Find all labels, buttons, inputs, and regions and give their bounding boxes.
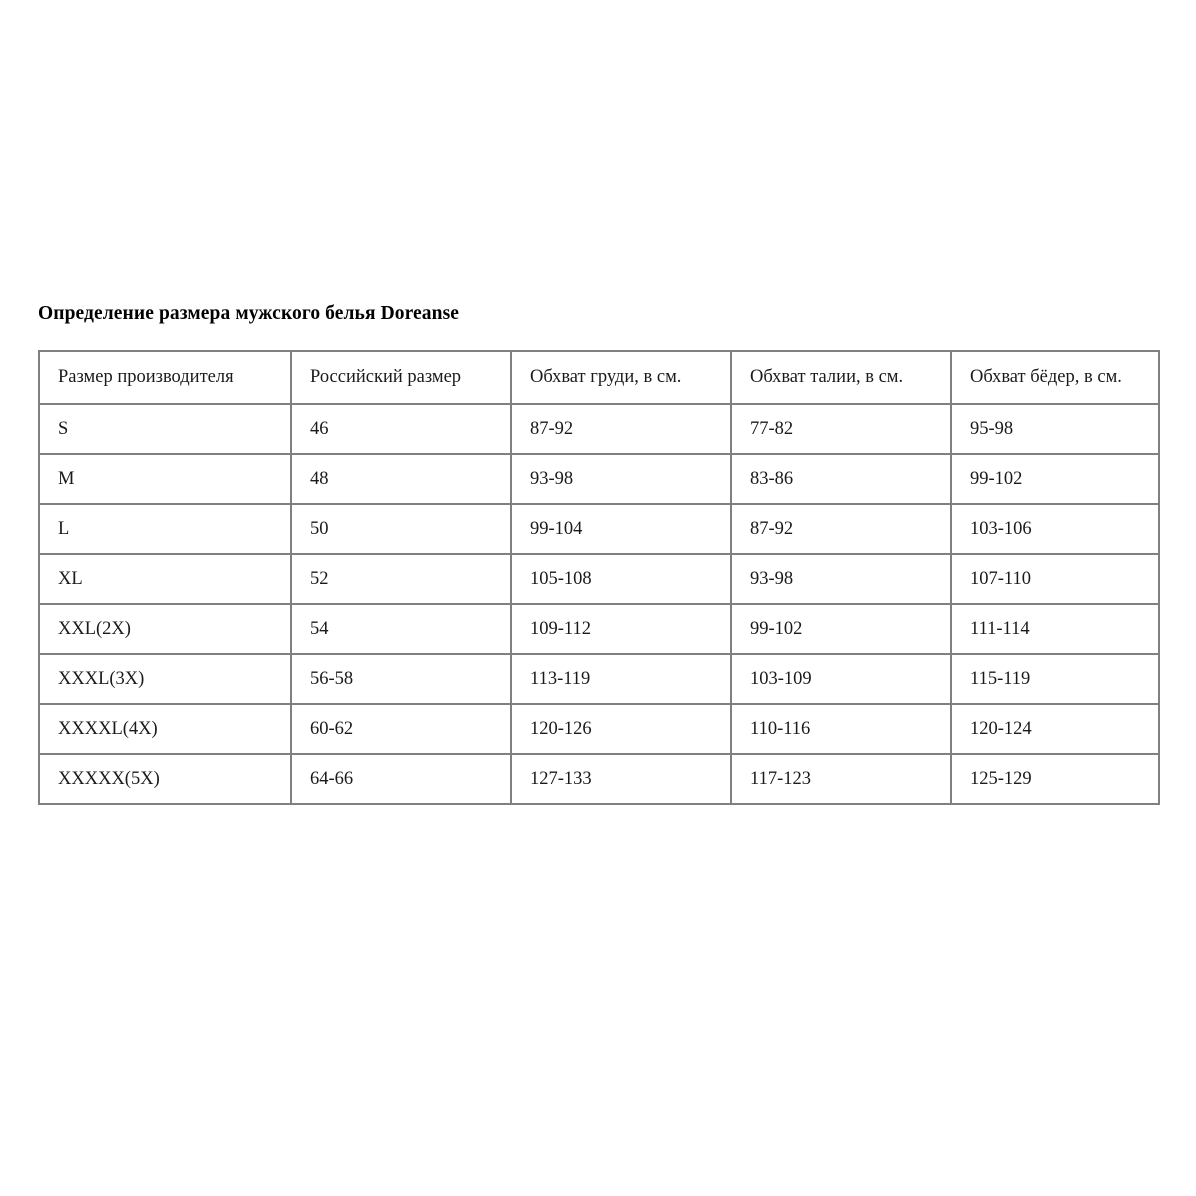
- cell-russian-size: 48: [290, 453, 512, 505]
- cell-russian-size: 56-58: [290, 653, 512, 705]
- cell-russian-size: 50: [290, 503, 512, 555]
- cell-chest: 93-98: [510, 453, 732, 505]
- cell-russian-size: 54: [290, 603, 512, 655]
- table-row: XXXXX(5X) 64-66 127-133 117-123 125-129: [38, 753, 1160, 805]
- cell-chest: 99-104: [510, 503, 732, 555]
- cell-russian-size: 52: [290, 553, 512, 605]
- cell-manufacturer-size: M: [38, 453, 292, 505]
- cell-manufacturer-size: L: [38, 503, 292, 555]
- column-header-manufacturer-size: Размер производителя: [38, 350, 292, 405]
- cell-russian-size: 60-62: [290, 703, 512, 755]
- table-row: M 48 93-98 83-86 99-102: [38, 453, 1160, 505]
- table-body: S 46 87-92 77-82 95-98 M 48 93-98 83-86 …: [38, 403, 1160, 805]
- cell-waist: 87-92: [730, 503, 952, 555]
- cell-chest: 105-108: [510, 553, 732, 605]
- cell-hips: 120-124: [950, 703, 1160, 755]
- cell-russian-size: 46: [290, 403, 512, 455]
- cell-hips: 115-119: [950, 653, 1160, 705]
- cell-chest: 109-112: [510, 603, 732, 655]
- table-row: XXXL(3X) 56-58 113-119 103-109 115-119: [38, 653, 1160, 705]
- cell-chest: 120-126: [510, 703, 732, 755]
- cell-russian-size: 64-66: [290, 753, 512, 805]
- cell-manufacturer-size: XXXL(3X): [38, 653, 292, 705]
- cell-hips: 111-114: [950, 603, 1160, 655]
- cell-waist: 110-116: [730, 703, 952, 755]
- column-header-russian-size: Российский размер: [290, 350, 512, 405]
- cell-waist: 83-86: [730, 453, 952, 505]
- cell-waist: 103-109: [730, 653, 952, 705]
- cell-waist: 93-98: [730, 553, 952, 605]
- size-chart-table: Размер производителя Российский размер О…: [38, 350, 1160, 805]
- cell-manufacturer-size: XXXXX(5X): [38, 753, 292, 805]
- table-row: S 46 87-92 77-82 95-98: [38, 403, 1160, 455]
- table-row: XXXXL(4X) 60-62 120-126 110-116 120-124: [38, 703, 1160, 755]
- cell-hips: 125-129: [950, 753, 1160, 805]
- cell-manufacturer-size: XXL(2X): [38, 603, 292, 655]
- cell-chest: 87-92: [510, 403, 732, 455]
- cell-waist: 77-82: [730, 403, 952, 455]
- cell-chest: 113-119: [510, 653, 732, 705]
- cell-hips: 103-106: [950, 503, 1160, 555]
- cell-manufacturer-size: XXXXL(4X): [38, 703, 292, 755]
- cell-hips: 99-102: [950, 453, 1160, 505]
- page-title: Определение размера мужского белья Dorea…: [38, 303, 460, 324]
- size-chart-container: Размер производителя Российский размер О…: [38, 350, 1160, 805]
- table-row: L 50 99-104 87-92 103-106: [38, 503, 1160, 555]
- cell-waist: 117-123: [730, 753, 952, 805]
- column-header-chest: Обхват груди, в см.: [510, 350, 732, 405]
- column-header-hips: Обхват бёдер, в см.: [950, 350, 1160, 405]
- cell-chest: 127-133: [510, 753, 732, 805]
- cell-hips: 95-98: [950, 403, 1160, 455]
- column-header-waist: Обхват талии, в см.: [730, 350, 952, 405]
- table-row: XL 52 105-108 93-98 107-110: [38, 553, 1160, 605]
- table-header: Размер производителя Российский размер О…: [38, 350, 1160, 405]
- cell-hips: 107-110: [950, 553, 1160, 605]
- table-row: XXL(2X) 54 109-112 99-102 111-114: [38, 603, 1160, 655]
- cell-manufacturer-size: XL: [38, 553, 292, 605]
- cell-waist: 99-102: [730, 603, 952, 655]
- cell-manufacturer-size: S: [38, 403, 292, 455]
- table-header-row: Размер производителя Российский размер О…: [38, 350, 1160, 405]
